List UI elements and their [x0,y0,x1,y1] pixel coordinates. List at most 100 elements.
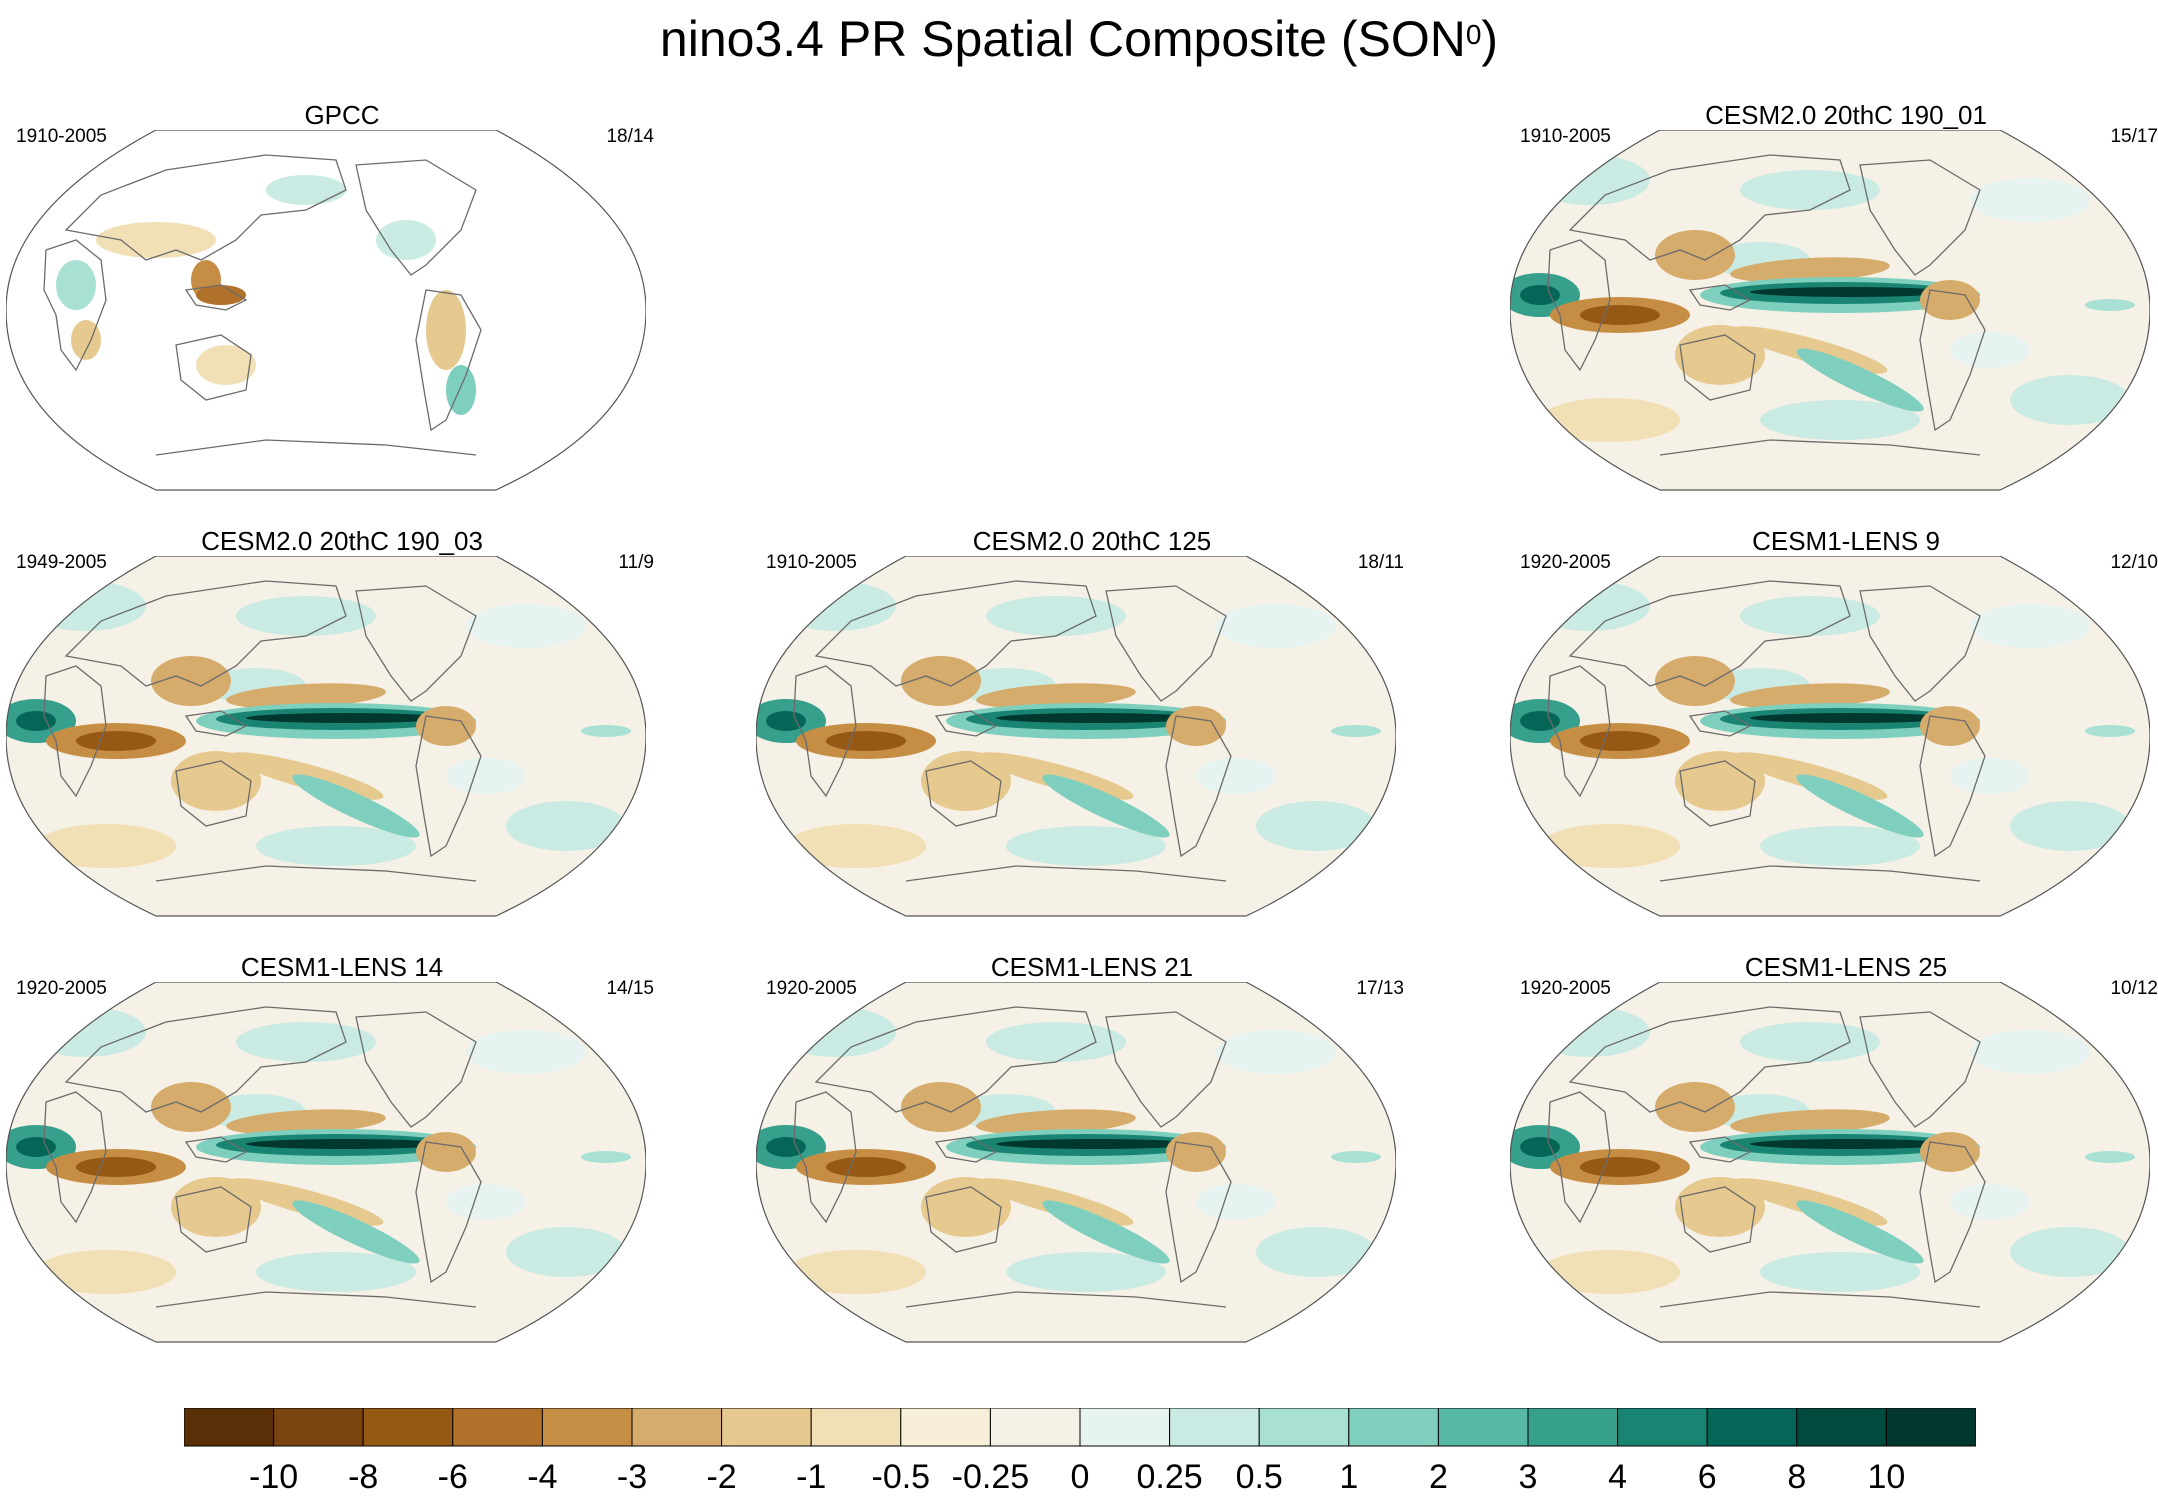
maritime-dry-anomaly [826,1157,906,1177]
coastline [355,1011,477,1128]
colorbar-swatch [1796,1408,1887,1447]
map-panel-gpcc: GPCC 1910-2005 18/14 [6,100,678,520]
coastline [1568,580,1851,687]
colorbar-tick-label: 2 [1429,1458,1448,1496]
south-america-dry-anomaly [1166,706,1226,746]
map-panel-lens9: CESM1-LENS 9 1920-2005 12/10 [1510,526,2158,946]
map-border [756,982,1396,1343]
colorbar-swatch [1706,1408,1798,1447]
anomaly-patch [506,801,626,851]
south-america-dry-anomaly [1920,1132,1980,1172]
coastline [1919,1141,1986,1284]
anomaly-patch [1256,801,1376,851]
land-anomaly [196,285,246,305]
map-border [1510,130,2150,491]
map-border [1510,982,2150,1343]
anomaly-patch [256,1252,416,1292]
asia-dry-anomaly [1655,656,1735,706]
coastline [64,154,347,261]
map-field [1510,130,2150,490]
colorbar-swatch [1885,1408,1976,1447]
coastline [1547,1091,1611,1224]
maritime-dry-anomaly [1580,1157,1660,1177]
anomaly-patch [1540,398,1680,442]
anomaly-patch [2010,375,2130,425]
anomaly-patch [1740,596,1880,636]
map-field [6,130,646,490]
anomaly-patch [1540,1250,1680,1294]
coastline [184,710,248,737]
coastline [1679,1186,1756,1253]
map-field [6,982,646,1342]
anomaly-patch [1970,604,2090,648]
coastline [175,760,252,827]
colorbar-swatch [184,1408,275,1447]
panel-count: 15/17 [2110,126,2158,147]
maritime-dry-anomaly [1580,305,1660,325]
map-panel-c2_190_03: CESM2.0 20thC 190_03 1949-2005 11/9 [6,526,678,946]
colorbar-tick-label: 0.25 [1137,1458,1203,1496]
australia-dry-anomaly [921,751,1011,811]
maritime-dry-anomaly [1580,731,1660,751]
colorbar-tick-label: 3 [1519,1458,1538,1496]
panel-title: CESM2.0 20thC 125 [972,526,1212,556]
anomaly-patch [1760,1252,1920,1292]
coastline [1165,715,1232,858]
anomaly-patch [466,604,586,648]
map-lens25 [1510,982,2150,1343]
anomaly-patch [1256,1227,1376,1277]
map-panel-lens25: CESM1-LENS 25 1920-2005 10/12 [1510,952,2158,1372]
equatorial-pacific-wet-anomaly [996,713,1196,723]
anomaly-patch [256,826,416,866]
colorbar-swatch [810,1408,902,1447]
equatorial-pacific-wet-anomaly [1750,1139,1950,1149]
colorbar-swatch [1437,1408,1529,1447]
colorbar-tick-label: -4 [527,1458,557,1496]
indian-ocean-wet-anomaly [1520,1137,1560,1157]
anomaly-patch [1196,758,1276,794]
coastline [934,1136,998,1163]
map-c2_125 [756,556,1396,917]
coastline [814,1006,1097,1113]
coastline [934,710,998,737]
colorbar-swatch [452,1408,543,1447]
atlantic-wet-anomaly [2085,299,2135,311]
colorbar-swatch [273,1408,364,1447]
map-panel-lens14: CESM1-LENS 14 1920-2005 14/15 [6,952,678,1372]
south-america-dry-anomaly [1166,1132,1226,1172]
anomaly-patch [1540,824,1680,868]
australia-dry-anomaly [171,1177,261,1237]
land-anomaly [196,345,256,385]
anomaly-patch [1970,178,2090,222]
coastline [905,1291,1227,1308]
map-lens14 [6,982,646,1343]
land-anomaly [96,222,216,258]
land-anomaly [266,175,346,205]
coastline [925,760,1002,827]
anomaly-patch [1950,758,2030,794]
indian-ocean-wet-anomaly [1520,285,1560,305]
coastline [355,159,477,276]
panel-years: 1920-2005 [1520,552,1611,573]
land-anomaly [426,290,466,370]
map-border [756,556,1396,917]
anomaly-patch [786,824,926,868]
coastline [814,580,1097,687]
anomaly-patch [1216,604,1336,648]
coastline [1859,1011,1981,1128]
atlantic-wet-anomaly [1331,725,1381,737]
atlantic-wet-anomaly [2085,725,2135,737]
coastline [155,439,477,456]
colorbar-tick-label: 0.5 [1236,1458,1283,1496]
coastline [925,1186,1002,1253]
equatorial-pacific-wet-anomaly [1750,713,1950,723]
indian-ocean-wet-anomaly [766,1137,806,1157]
coastline [43,1091,107,1224]
panel-count: 14/15 [606,978,654,999]
colorbar-tick-label: -6 [438,1458,468,1496]
anomaly-patch [1950,332,2030,368]
panel-years: 1910-2005 [1520,126,1611,147]
colorbar-tick-label: 1 [1339,1458,1358,1496]
land-anomaly [71,320,101,360]
panel-years: 1910-2005 [16,126,107,147]
